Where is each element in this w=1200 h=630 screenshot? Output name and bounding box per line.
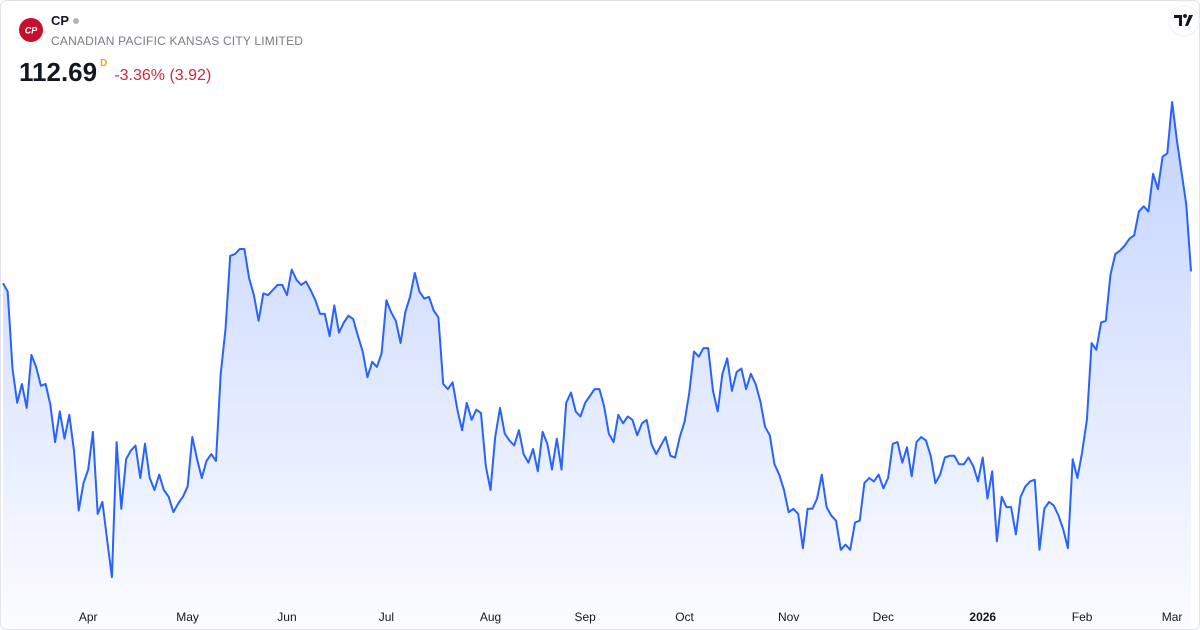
- symbol: CP: [51, 13, 69, 28]
- x-tick-label: May: [176, 610, 199, 624]
- tv-logo-glyph[interactable]: [1174, 14, 1193, 26]
- logo: [19, 18, 43, 42]
- x-tick-label: Sep: [574, 610, 596, 624]
- tv-logo-bg[interactable]: [1168, 5, 1200, 37]
- x-tick-label: Oct: [675, 610, 694, 624]
- x-tick-label: Jul: [379, 610, 394, 624]
- x-tick-label: Dec: [873, 610, 894, 624]
- x-tick-label: Aug: [480, 610, 501, 624]
- logo-text: CP: [25, 26, 38, 36]
- price-line: [2, 101, 1192, 579]
- plot-area: Apr May Jun Jul Aug Sep Oct Nov Dec 2026 Feb Mar: [2, 101, 1192, 625]
- x-tick-label: Nov: [778, 610, 799, 624]
- price-change: -3.36% (3.92): [114, 67, 211, 84]
- company-name: CANADIAN PACIFIC KANSAS CITY LIMITED: [51, 34, 303, 48]
- area-fill: [3, 102, 1191, 625]
- x-tick-label: Mar: [1162, 610, 1183, 624]
- price: 112.69: [19, 57, 97, 87]
- x-tick-label: Jun: [277, 610, 296, 624]
- price-suffix: D: [100, 58, 107, 69]
- status-dot: [73, 18, 79, 24]
- x-tick-label: Feb: [1072, 610, 1093, 624]
- tv-logo[interactable]: [1168, 5, 1200, 37]
- x-tick-label: Apr: [79, 610, 98, 624]
- x-tick-label: 2026: [969, 610, 996, 624]
